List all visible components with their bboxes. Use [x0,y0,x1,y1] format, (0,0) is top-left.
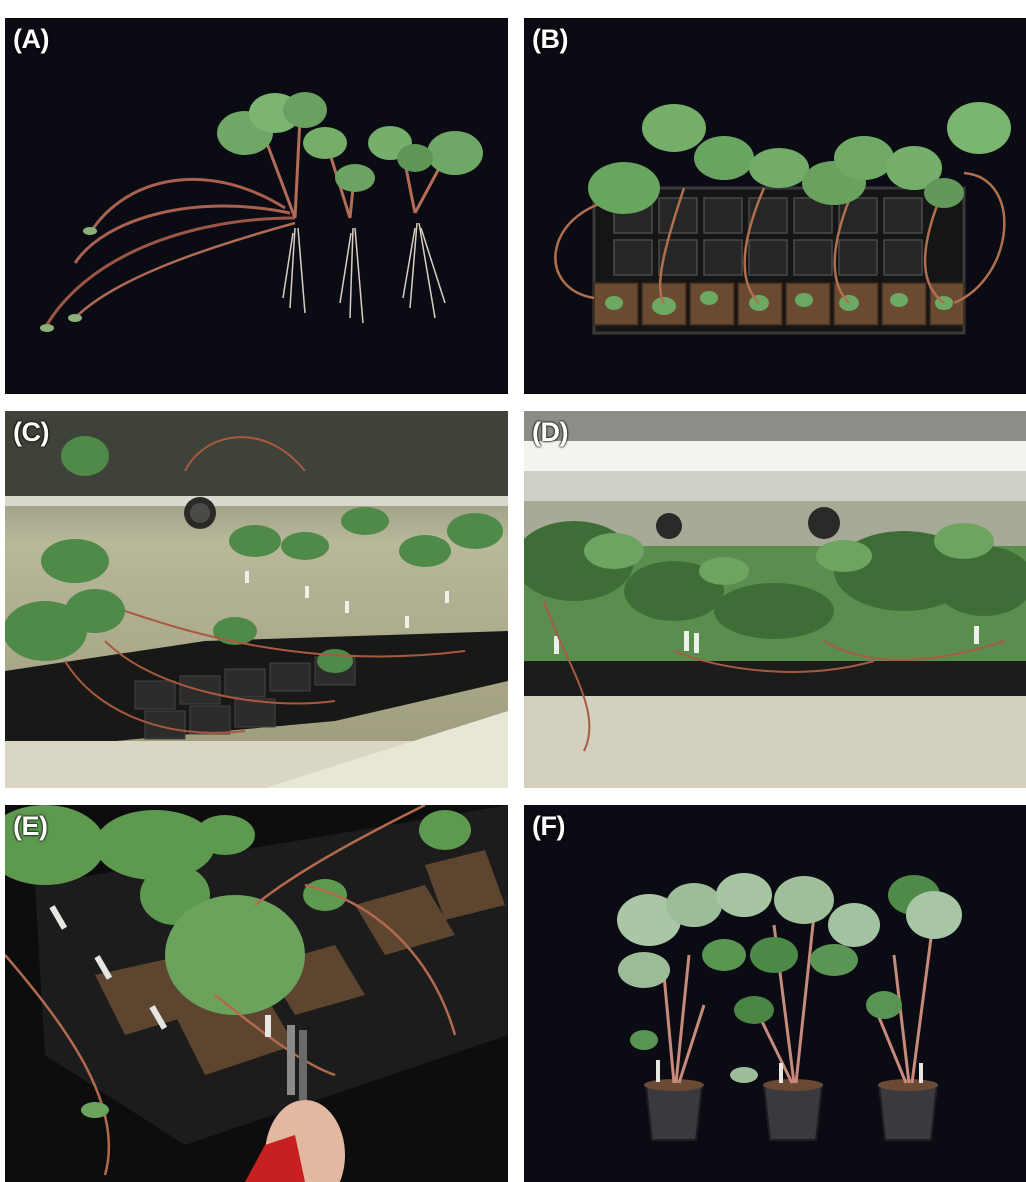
panel-b-image [524,18,1026,394]
panel-f-image [524,805,1026,1182]
panel-c-image [5,411,508,788]
panel-e-image [5,805,508,1182]
panel-f-label: (F) [532,811,565,841]
panel-d-photo: (D) [524,411,1026,788]
panel-f-photo: (F) [524,805,1026,1182]
panel-a-label: (A) [13,24,49,54]
panel-c-label: (C) [13,417,49,447]
panel-a-photo: (A) [5,18,508,394]
panel-b-photo: (B) [524,18,1026,394]
panel-e-label: (E) [13,811,48,841]
panel-b-label: (B) [532,24,568,54]
panel-a-image [5,18,508,394]
panel-c-photo: (C) [5,411,508,788]
panel-d-label: (D) [532,417,568,447]
panel-e-photo: (E) [5,805,508,1182]
panel-d-image [524,411,1026,788]
